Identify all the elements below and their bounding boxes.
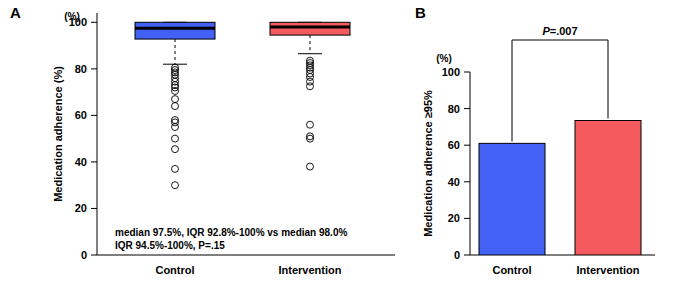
x-tick-label: Intervention — [577, 264, 640, 276]
outlier — [307, 83, 314, 90]
y-tick — [91, 255, 97, 256]
outlier — [172, 182, 179, 189]
y-tick-label: 20 — [75, 202, 87, 214]
outlier — [172, 124, 179, 131]
y-tick — [464, 108, 470, 109]
y-tick — [91, 22, 97, 23]
panel-label: A — [10, 4, 21, 21]
box — [270, 22, 350, 35]
y-tick-label: 40 — [75, 156, 87, 168]
y-tick-label: 100 — [69, 16, 87, 28]
y-tick — [464, 218, 470, 219]
median-line — [135, 27, 215, 30]
outlier — [307, 121, 314, 128]
whisker — [175, 39, 176, 64]
whisker-cap — [298, 53, 322, 54]
outlier — [172, 103, 179, 110]
y-tick-label: 100 — [442, 66, 460, 78]
y-tick — [464, 72, 470, 73]
y-tick-label: 60 — [75, 109, 87, 121]
significance-bracket — [512, 40, 608, 141]
outlier — [172, 135, 179, 142]
box — [135, 22, 215, 39]
x-tick-label: Control — [155, 264, 194, 276]
y-tick-label: 0 — [81, 249, 87, 261]
x-axis-line — [97, 255, 395, 256]
outlier — [307, 163, 314, 170]
plot-area — [135, 22, 350, 188]
y-axis-line — [470, 72, 471, 255]
panel-1: B (%) Medication adherence ≥95% 0 20 40 60 80 10… — [415, 4, 655, 276]
outlier — [172, 87, 179, 94]
annotation: IQR 94.5%-100%, P=.15 — [115, 240, 225, 251]
y-tick-label: 40 — [448, 176, 460, 188]
y-tick — [91, 161, 97, 162]
x-tick-label: Control — [492, 264, 531, 276]
y-tick — [91, 208, 97, 209]
x-tick-label: Intervention — [279, 264, 342, 276]
median-line — [270, 25, 350, 28]
y-tick — [464, 255, 470, 256]
y-axis-label: Medication adherence (%) — [52, 66, 64, 202]
outlier — [172, 165, 179, 172]
y-tick — [464, 181, 470, 182]
bar — [479, 143, 545, 255]
y-tick — [91, 115, 97, 116]
figure: A (%) Medication adherence (%) 0 20 40 60 80 100… — [0, 0, 700, 283]
outlier — [172, 146, 179, 153]
y-tick-label: 20 — [448, 212, 460, 224]
outlier — [307, 135, 314, 142]
y-tick-label: 0 — [454, 249, 460, 261]
annotation: median 97.5%, IQR 92.8%-100% vs median 9… — [115, 227, 347, 238]
p-value: P=.007 — [542, 25, 577, 37]
y-axis-line — [97, 13, 98, 255]
y-tick — [464, 145, 470, 146]
y-tick — [91, 68, 97, 69]
y-tick-label: 80 — [448, 103, 460, 115]
y-tick-label: 60 — [448, 139, 460, 151]
outlier — [172, 96, 179, 103]
bar — [575, 120, 641, 255]
whisker — [310, 35, 311, 54]
p-number: =.007 — [550, 25, 578, 37]
unit-label: (%) — [436, 53, 452, 64]
y-axis-label: Medication adherence ≥95% — [422, 90, 434, 237]
panel-label: B — [415, 4, 426, 21]
panel-0: A(%)Medication adherence (%)020406080100… — [10, 4, 395, 276]
y-tick-label: 80 — [75, 63, 87, 75]
plot-area — [479, 120, 641, 255]
